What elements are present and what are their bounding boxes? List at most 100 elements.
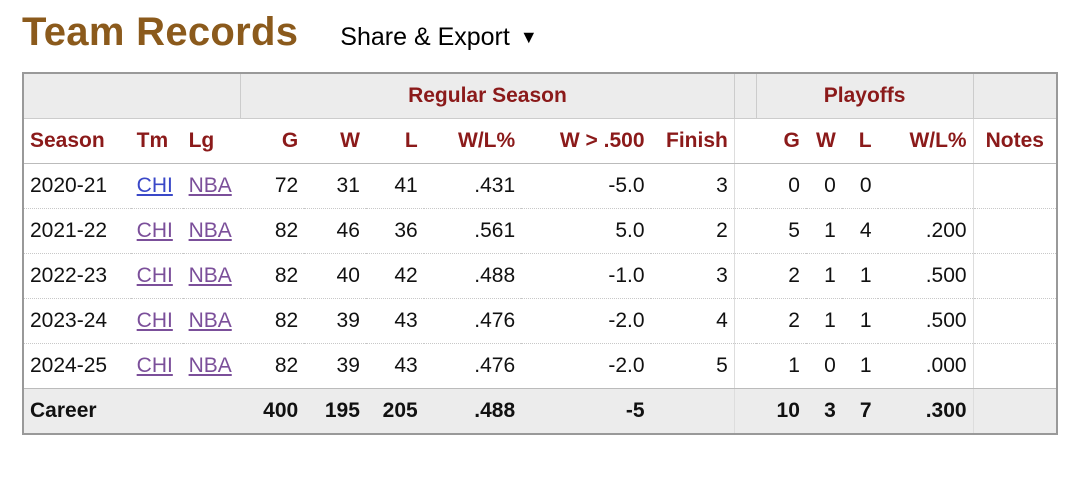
finish-cell: 2: [650, 208, 735, 254]
team-link[interactable]: CHI: [136, 219, 173, 242]
column-header-playoff-g[interactable]: G: [756, 118, 806, 164]
column-header-l[interactable]: L: [365, 118, 424, 164]
league-cell: NBA: [182, 163, 241, 209]
league-link[interactable]: NBA: [188, 309, 232, 332]
column-header-playoff-wl-pct[interactable]: W/L%: [877, 118, 974, 164]
notes-cell: [972, 253, 1057, 299]
playoff-wins-cell: 0: [805, 163, 842, 209]
team-cell: CHI: [130, 253, 183, 299]
career-w-over-500-cell: -5: [521, 388, 651, 434]
games-cell: 82: [240, 298, 305, 344]
career-finish-cell: [650, 388, 735, 434]
table-row: 2023-24 CHI NBA 82 39 43 .476 -2.0 4 2 1…: [23, 298, 1057, 344]
finish-cell: 5: [650, 343, 735, 389]
playoff-win-pct-cell: .500: [877, 253, 974, 299]
w-over-500-cell: -5.0: [521, 163, 651, 209]
column-header-finish[interactable]: Finish: [650, 118, 735, 164]
playoff-losses-cell: 1: [841, 343, 878, 389]
league-link[interactable]: NBA: [188, 174, 232, 197]
losses-cell: 41: [365, 163, 424, 209]
playoff-games-cell: 5: [756, 208, 806, 254]
finish-cell: 4: [650, 298, 735, 344]
team-link[interactable]: CHI: [136, 309, 173, 332]
column-header-tm[interactable]: Tm: [130, 118, 183, 164]
playoff-wins-cell: 0: [805, 343, 842, 389]
career-label: Career: [23, 388, 131, 434]
group-header-notes-blank: [972, 73, 1057, 119]
page-header: Team Records Share & Export ▼: [22, 10, 538, 55]
team-cell: CHI: [130, 343, 183, 389]
career-losses-cell: 205: [365, 388, 424, 434]
group-header-row: Regular Season Playoffs: [23, 73, 1057, 119]
notes-cell: [972, 208, 1057, 254]
column-header-lg[interactable]: Lg: [182, 118, 241, 164]
share-export-button[interactable]: Share & Export ▼: [340, 23, 537, 52]
career-playoff-losses-cell: 7: [841, 388, 878, 434]
playoff-games-cell: 2: [756, 298, 806, 344]
table-row: 2020-21 CHI NBA 72 31 41 .431 -5.0 3 0 0…: [23, 163, 1057, 209]
caret-down-icon: ▼: [519, 27, 538, 47]
league-link[interactable]: NBA: [188, 219, 232, 242]
spacer-cell: [733, 253, 757, 299]
career-notes-cell: [972, 388, 1057, 434]
group-header-blank: [23, 73, 241, 119]
playoff-losses-cell: 0: [841, 163, 878, 209]
column-header-wl-pct[interactable]: W/L%: [423, 118, 522, 164]
team-cell: CHI: [130, 298, 183, 344]
career-spacer-cell: [733, 388, 757, 434]
share-export-label: Share & Export: [340, 23, 510, 51]
playoff-losses-cell: 4: [841, 208, 878, 254]
column-header-w-over-500[interactable]: W > .500: [521, 118, 651, 164]
games-cell: 82: [240, 208, 305, 254]
losses-cell: 36: [365, 208, 424, 254]
column-header-season[interactable]: Season: [23, 118, 131, 164]
losses-cell: 43: [365, 298, 424, 344]
win-pct-cell: .431: [423, 163, 522, 209]
playoff-wins-cell: 1: [805, 298, 842, 344]
career-wins-cell: 195: [304, 388, 366, 434]
column-header-notes[interactable]: Notes: [972, 118, 1057, 164]
team-link[interactable]: CHI: [136, 264, 173, 287]
column-header-playoff-l[interactable]: L: [841, 118, 878, 164]
games-cell: 82: [240, 253, 305, 299]
career-playoff-win-pct-cell: .300: [877, 388, 974, 434]
column-header-playoff-w[interactable]: W: [805, 118, 842, 164]
career-win-pct-cell: .488: [423, 388, 522, 434]
career-games-cell: 400: [240, 388, 305, 434]
win-pct-cell: .476: [423, 298, 522, 344]
team-link[interactable]: CHI: [136, 354, 173, 377]
career-playoff-wins-cell: 3: [805, 388, 842, 434]
playoff-win-pct-cell: [877, 163, 974, 209]
season-cell: 2020-21: [23, 163, 131, 209]
column-header-row: Season Tm Lg G W L W/L% W > .500 Finish …: [23, 118, 1057, 164]
column-header-g[interactable]: G: [240, 118, 305, 164]
spacer-cell: [733, 298, 757, 344]
league-cell: NBA: [182, 343, 241, 389]
playoff-win-pct-cell: .200: [877, 208, 974, 254]
games-cell: 82: [240, 343, 305, 389]
losses-cell: 42: [365, 253, 424, 299]
win-pct-cell: .476: [423, 343, 522, 389]
table-row: 2021-22 CHI NBA 82 46 36 .561 5.0 2 5 1 …: [23, 208, 1057, 254]
playoff-win-pct-cell: .500: [877, 298, 974, 344]
season-cell: 2024-25: [23, 343, 131, 389]
wins-cell: 40: [304, 253, 366, 299]
league-cell: NBA: [182, 253, 241, 299]
group-header-regular-season: Regular Season: [240, 73, 735, 119]
team-records-table: Regular Season Playoffs Season Tm Lg G W…: [22, 72, 1058, 435]
playoff-win-pct-cell: .000: [877, 343, 974, 389]
season-cell: 2023-24: [23, 298, 131, 344]
playoff-games-cell: 2: [756, 253, 806, 299]
career-league-cell: [182, 388, 241, 434]
league-link[interactable]: NBA: [188, 354, 232, 377]
finish-cell: 3: [650, 253, 735, 299]
playoff-wins-cell: 1: [805, 253, 842, 299]
notes-cell: [972, 163, 1057, 209]
wins-cell: 39: [304, 343, 366, 389]
team-link[interactable]: CHI: [136, 174, 173, 197]
team-cell: CHI: [130, 163, 183, 209]
league-link[interactable]: NBA: [188, 264, 232, 287]
group-header-playoffs: Playoffs: [756, 73, 974, 119]
column-header-w[interactable]: W: [304, 118, 366, 164]
playoff-wins-cell: 1: [805, 208, 842, 254]
